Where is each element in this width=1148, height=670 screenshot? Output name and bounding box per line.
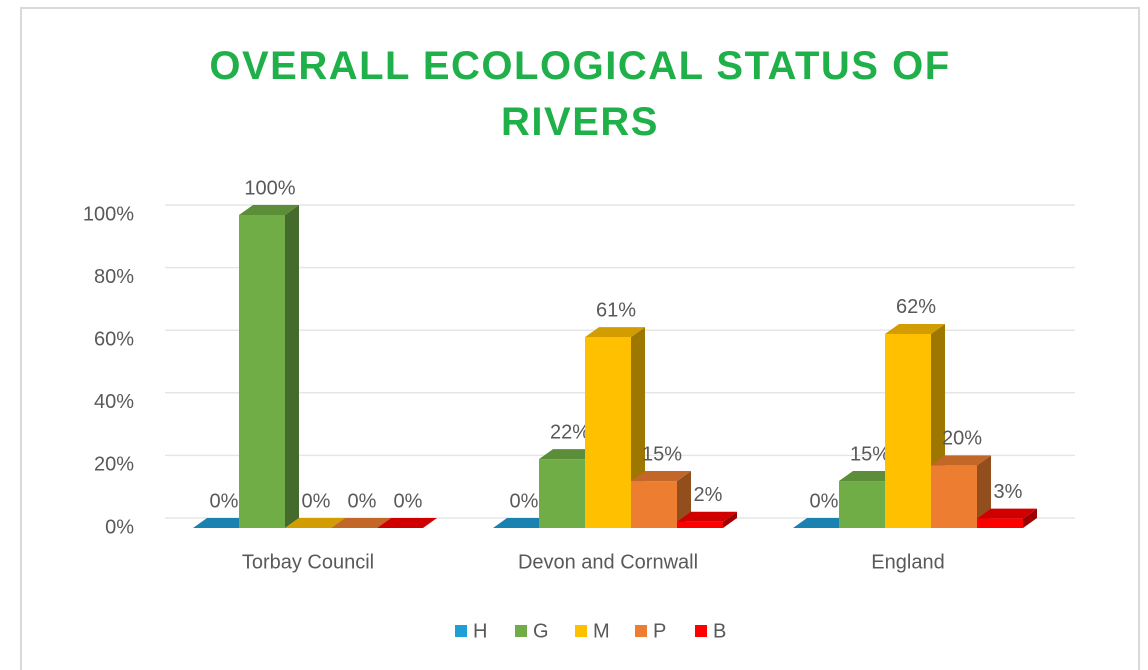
data-label: 3% — [994, 481, 1023, 503]
y-tick-label: 40% — [94, 391, 134, 413]
bar — [885, 323, 945, 528]
bar-top — [839, 471, 899, 482]
bar — [331, 518, 391, 528]
bar — [839, 471, 899, 528]
data-label: 62% — [896, 296, 936, 318]
chart-frame — [20, 7, 1140, 670]
data-label: 0% — [810, 490, 839, 512]
data-label: 15% — [850, 443, 890, 465]
bar-top — [585, 327, 645, 338]
bar-top — [377, 518, 437, 528]
bar-front — [631, 481, 677, 528]
bar-top — [285, 518, 345, 528]
data-label: 15% — [642, 443, 682, 465]
bar-top — [885, 323, 945, 334]
data-label: 100% — [244, 177, 295, 199]
legend-swatch — [455, 625, 467, 637]
bar-top — [493, 518, 553, 528]
bar-top — [793, 518, 853, 528]
y-tick-label: 80% — [94, 266, 134, 288]
y-tick-label: 20% — [94, 454, 134, 476]
bar-top — [977, 508, 1037, 519]
bar — [631, 471, 691, 528]
bar-top — [331, 518, 391, 528]
y-tick-label: 60% — [94, 328, 134, 350]
legend-label: B — [713, 620, 726, 642]
bar-front — [839, 481, 885, 528]
bar-front — [977, 518, 1023, 528]
bar — [239, 205, 299, 528]
bar-top — [677, 511, 737, 522]
bar-side — [723, 511, 737, 528]
bar — [493, 518, 553, 528]
bar-side — [285, 205, 299, 528]
legend-label: M — [593, 620, 610, 642]
bar-front — [931, 465, 977, 528]
data-label: 0% — [394, 490, 423, 512]
bar — [285, 518, 345, 528]
bar-top — [239, 205, 299, 215]
legend-swatch — [575, 625, 587, 637]
y-tick-label: 0% — [105, 516, 134, 538]
chart-title: OVERALL ECOLOGICAL STATUS OF RIVERS — [209, 44, 951, 144]
x-tick-label: Torbay Council — [242, 551, 374, 573]
bar-top — [539, 449, 599, 460]
bar-top — [631, 471, 691, 482]
bar-top — [193, 518, 253, 528]
legend-label: H — [473, 620, 487, 642]
bar — [977, 508, 1037, 528]
bar-side — [677, 471, 691, 528]
legend-label: G — [533, 620, 549, 642]
data-label: 0% — [210, 490, 239, 512]
bar — [677, 511, 737, 528]
bar-front — [585, 337, 631, 528]
legend-swatch — [515, 625, 527, 637]
bar-front — [539, 459, 585, 528]
bar-front — [885, 333, 931, 528]
bar — [793, 518, 853, 528]
bar — [193, 518, 253, 528]
bar — [377, 518, 437, 528]
data-label: 0% — [348, 490, 377, 512]
legend-swatch — [635, 625, 647, 637]
bar-front — [677, 521, 723, 528]
data-label: 0% — [510, 490, 539, 512]
legend-label: P — [653, 620, 666, 642]
bar-front — [239, 215, 285, 528]
bar-top — [931, 455, 991, 466]
data-label: 61% — [596, 299, 636, 321]
bar — [931, 455, 991, 528]
data-label: 2% — [694, 484, 723, 506]
x-tick-label: Devon and Cornwall — [518, 551, 698, 573]
data-label: 22% — [550, 421, 590, 443]
data-label: 20% — [942, 428, 982, 450]
x-tick-label: England — [871, 551, 944, 573]
data-label: 0% — [302, 490, 331, 512]
bar-side — [977, 455, 991, 528]
y-tick-label: 100% — [83, 203, 134, 225]
bar-side — [1023, 508, 1037, 528]
legend-swatch — [695, 625, 707, 637]
